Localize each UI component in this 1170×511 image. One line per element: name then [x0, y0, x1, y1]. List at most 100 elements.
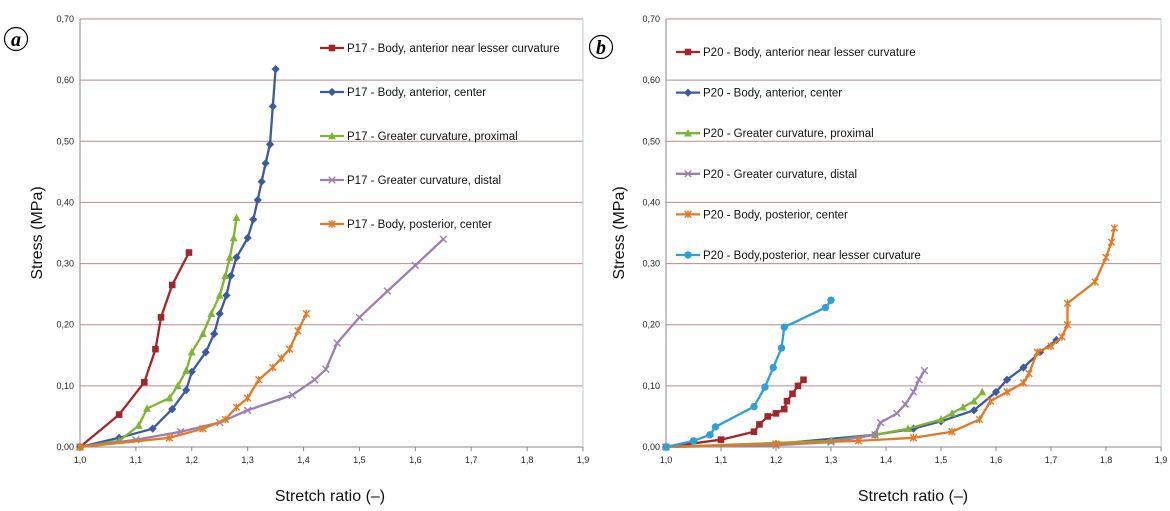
legend-label: P17 - Greater curvature, distal [347, 175, 501, 187]
data-point [772, 440, 780, 448]
y-tick-label: 0,30 [642, 259, 660, 269]
series-line [665, 299, 832, 449]
x-tick-label: 1,9 [577, 455, 590, 465]
legend-marker [328, 44, 336, 52]
data-point [750, 428, 758, 436]
legend-marker [328, 131, 336, 140]
data-point [717, 436, 725, 443]
data-point [1063, 320, 1072, 329]
data-point [185, 249, 193, 256]
y-tick-label: 0,40 [642, 197, 660, 207]
series-line [79, 313, 308, 449]
data-point [215, 291, 224, 299]
x-tick-label: 1,7 [1045, 455, 1058, 465]
x-tick-label: 1,4 [880, 455, 893, 465]
data-point [225, 253, 234, 261]
data-point [148, 424, 157, 433]
data-point [780, 405, 788, 413]
data-point [769, 363, 777, 372]
data-point [1110, 224, 1119, 232]
data-point [1003, 388, 1011, 396]
data-point [268, 102, 277, 111]
data-point [253, 195, 262, 205]
data-point [182, 366, 191, 374]
data-point [975, 415, 984, 424]
data-point [229, 233, 238, 242]
data-point [277, 354, 285, 363]
panel-label-circle [3, 26, 29, 52]
legend-entry: P20 - Body, anterior near lesser curvatu… [676, 47, 916, 59]
data-point [265, 140, 275, 149]
data-point [1025, 369, 1033, 378]
x-axis-title: Stretch ratio (–) [275, 488, 385, 505]
data-point [789, 390, 796, 398]
data-point [970, 396, 978, 405]
y-tick-label: 0,60 [642, 75, 660, 85]
data-point [207, 309, 216, 318]
y-tick-label: 0,00 [642, 442, 660, 452]
data-point [165, 393, 174, 402]
data-point [261, 159, 270, 168]
data-point [854, 437, 863, 445]
y-tick-label: 0,50 [642, 136, 660, 146]
data-point [168, 281, 176, 289]
data-point [991, 387, 1001, 397]
data-point [1002, 375, 1012, 384]
data-point [959, 402, 967, 411]
y-tick-label: 0,10 [642, 381, 660, 391]
series-line [79, 69, 277, 449]
data-point [271, 65, 280, 74]
data-point [871, 430, 879, 439]
data-point [222, 291, 231, 300]
data-point [1033, 348, 1042, 357]
data-point [756, 421, 763, 428]
data-point [794, 382, 802, 390]
y-tick-label: 0,60 [56, 75, 74, 85]
data-point [143, 404, 151, 412]
data-point [243, 394, 252, 402]
data-point [827, 296, 835, 304]
series-line [79, 238, 445, 449]
data-point [221, 415, 230, 424]
data-point [662, 443, 670, 451]
y-axis-title: Stress (MPa) [611, 186, 628, 279]
legend-marker [683, 88, 693, 97]
legend-marker [328, 220, 336, 228]
data-point [168, 404, 177, 414]
y-tick-label: 0,30 [56, 259, 74, 269]
data-point [780, 323, 788, 331]
data-point [920, 366, 929, 375]
x-tick-label: 1,5 [353, 455, 366, 465]
data-point [1063, 299, 1072, 308]
data-point [199, 329, 207, 338]
data-point [1107, 238, 1116, 246]
x-tick-label: 1,6 [990, 455, 1003, 465]
legend-marker [684, 251, 692, 259]
data-point [909, 434, 918, 442]
data-point [221, 271, 230, 280]
data-point [201, 348, 210, 357]
data-point [322, 365, 330, 374]
data-point [915, 375, 923, 384]
legend-entry: P20 - Body,posterior, near lesser curvat… [676, 250, 921, 262]
data-point [288, 391, 297, 399]
data-point [901, 400, 910, 408]
y-tick-label: 0,50 [56, 136, 74, 146]
legend-marker [684, 210, 692, 219]
data-point [1019, 379, 1028, 387]
legend-label: P20 - Body, anterior, center [703, 88, 842, 100]
legend-marker [684, 48, 692, 56]
data-point [876, 418, 885, 427]
legend-entry: P17 - Body, anterior near lesser curvatu… [320, 43, 560, 55]
x-tick-label: 1,6 [409, 455, 422, 465]
legend-label: P17 - Greater curvature, proximal [347, 131, 518, 143]
data-point [772, 410, 780, 417]
legend-entry: P17 - Greater curvature, distal [320, 175, 501, 187]
x-tick-label: 1,1 [130, 455, 143, 465]
panel-label-a: a [3, 26, 29, 52]
legend-marker [684, 170, 692, 178]
series-1 [662, 376, 807, 451]
legend-label: P20 - Greater curvature, proximal [703, 128, 874, 140]
legend-label: P20 - Body, posterior, center [703, 209, 848, 221]
